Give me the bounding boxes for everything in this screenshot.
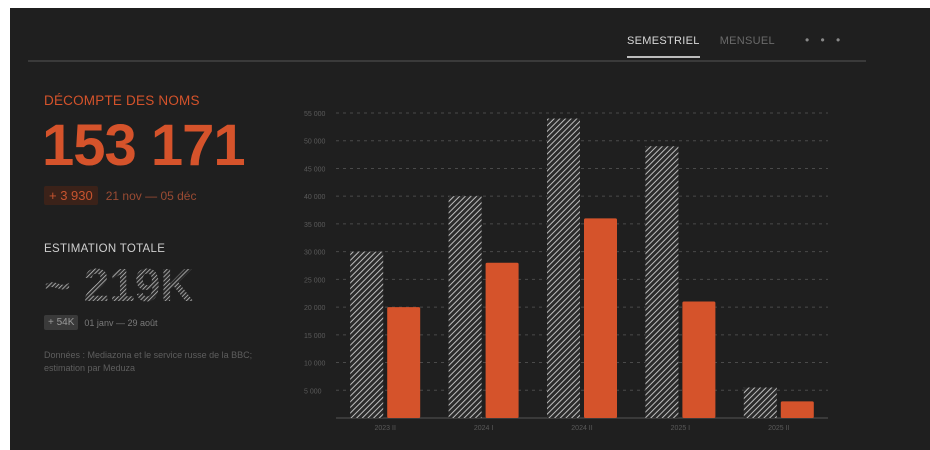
- x-tick-label: 2025 II: [768, 425, 789, 432]
- app-frame: SEMESTRIEL MENSUEL • • • DÉCOMPTE DES NO…: [10, 8, 930, 450]
- y-tick-label: 45 000: [304, 166, 326, 173]
- estimate-value-graphic: ~ 219K: [44, 259, 194, 308]
- estimate-value-text: ~ 219K: [44, 259, 194, 308]
- more-options-icon[interactable]: • • •: [804, 33, 845, 47]
- bar-names-count[interactable]: [485, 262, 519, 418]
- y-tick-label: 55 000: [304, 111, 326, 118]
- header-divider: [28, 60, 866, 62]
- estimate-delta-badge: + 54K: [44, 315, 79, 330]
- bar-estimate[interactable]: [547, 118, 580, 418]
- x-tick-label: 2023 II: [374, 425, 395, 432]
- bar-estimate[interactable]: [350, 251, 384, 418]
- names-count-delta-row: + 3 930 21 nov — 05 déc: [44, 186, 196, 205]
- bar-estimate[interactable]: [743, 387, 777, 419]
- y-tick-label: 35 000: [304, 222, 326, 229]
- bar-estimate[interactable]: [645, 146, 679, 418]
- y-tick-label: 30 000: [304, 250, 326, 257]
- data-source-note: Données : Mediazona et le service russe …: [44, 350, 253, 373]
- y-tick-label: 20 000: [304, 305, 326, 312]
- y-tick-label: 25 000: [304, 277, 326, 284]
- bar-names-count[interactable]: [682, 301, 716, 418]
- names-count-delta-range: 21 nov — 05 déc: [105, 188, 197, 203]
- estimate-value: ~ 219K: [42, 258, 202, 308]
- y-tick-label: 40 000: [304, 194, 326, 201]
- tab-semestriel[interactable]: SEMESTRIEL: [627, 35, 700, 58]
- bar-names-count[interactable]: [584, 218, 617, 418]
- bar-names-count[interactable]: [780, 401, 814, 418]
- y-tick-label: 10 000: [304, 361, 326, 368]
- estimate-delta-row: + 54K 01 janv — 29 août: [44, 315, 157, 330]
- x-tick-label: 2024 I: [474, 425, 494, 432]
- names-count-value: 153 171: [42, 113, 246, 178]
- y-tick-label: 5 000: [304, 388, 322, 395]
- period-tabs: SEMESTRIEL MENSUEL • • •: [627, 33, 845, 63]
- x-tick-label: 2024 II: [571, 425, 592, 432]
- bar-estimate[interactable]: [448, 196, 482, 418]
- names-count-delta-badge: + 3 930: [44, 186, 98, 205]
- names-count-title: DÉCOMPTE DES NOMS: [44, 93, 200, 108]
- estimate-title: ESTIMATION TOTALE: [44, 243, 166, 255]
- x-tick-label: 2025 I: [671, 425, 691, 432]
- y-tick-label: 15 000: [304, 333, 326, 340]
- bar-names-count[interactable]: [387, 307, 421, 418]
- y-tick-label: 50 000: [304, 139, 326, 146]
- tab-mensuel[interactable]: MENSUEL: [719, 35, 775, 47]
- semester-bar-chart: 55 000 50 000 45 000 40 000 35 000 30 000 25 0…: [304, 111, 828, 432]
- estimate-delta-range: 01 janv — 29 août: [84, 317, 158, 328]
